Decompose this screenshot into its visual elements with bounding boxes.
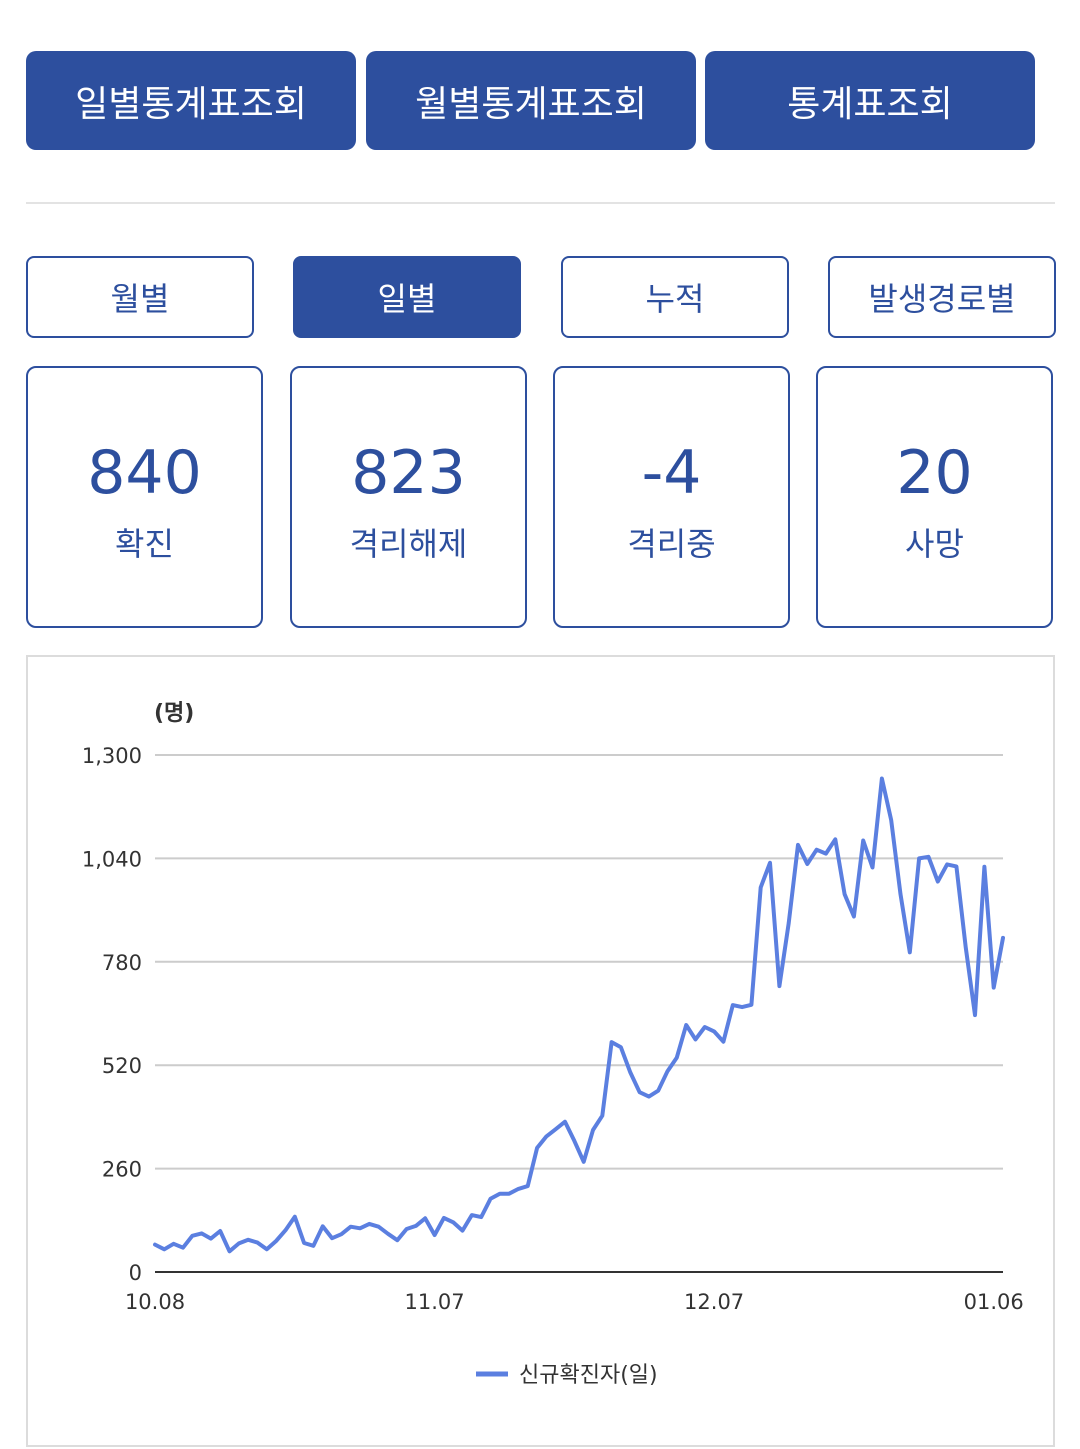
y-tick-label: 260 (102, 1158, 142, 1182)
divider (26, 202, 1055, 204)
series-line (153, 776, 1005, 1254)
y-tick-label: 520 (102, 1054, 142, 1078)
x-tick-label: 01.06 (964, 1290, 1024, 1314)
x-tick-label: 11.07 (404, 1290, 464, 1314)
legend: 신규확진자(일) (476, 1363, 658, 1388)
y-unit-label: (명) (154, 701, 194, 726)
y-tick-label: 1,040 (82, 847, 142, 871)
stat-label: 격리해제 (349, 525, 468, 563)
stat-card-isolated: -4 격리중 (553, 366, 790, 628)
stat-value: 823 (351, 438, 466, 508)
stat-label: 확진 (115, 525, 174, 563)
y-tick-label: 1,300 (82, 744, 142, 768)
stat-card-deaths: 20 사망 (816, 366, 1053, 628)
tab-by-route[interactable]: 발생경로별 (828, 256, 1056, 338)
stat-value: 20 (896, 438, 973, 508)
monthly-stats-button[interactable]: 월별통계표조회 (366, 51, 696, 150)
stat-label: 격리중 (627, 525, 716, 563)
stat-nav-tabs: 일별통계표조회 월별통계표조회 통계표조회 (26, 51, 1036, 150)
y-tick-label: 780 (102, 951, 142, 975)
chart-container: (명) 1,300 1,040 780 520 260 0 10.08 11.07 12.07… (26, 655, 1055, 1447)
y-tick-label: 0 (129, 1261, 142, 1285)
x-tick-label: 10.08 (125, 1290, 185, 1314)
x-tick-label: 12.07 (684, 1290, 744, 1314)
legend-label: 신규확진자(일) (519, 1363, 658, 1388)
stat-card-released: 823 격리해제 (290, 366, 527, 628)
tab-daily[interactable]: 일별 (293, 256, 521, 338)
stat-value: -4 (641, 438, 702, 508)
tab-monthly[interactable]: 월별 (26, 256, 254, 338)
stats-table-button[interactable]: 통계표조회 (705, 51, 1035, 150)
stat-card-confirmed: 840 확진 (26, 366, 263, 628)
daily-stats-button[interactable]: 일별통계표조회 (26, 51, 356, 150)
tab-cumulative[interactable]: 누적 (561, 256, 789, 338)
stat-label: 사망 (905, 525, 964, 563)
line-chart: (명) 1,300 1,040 780 520 260 0 10.08 11.07 12.07… (82, 701, 1024, 1388)
stat-value: 840 (87, 438, 202, 508)
